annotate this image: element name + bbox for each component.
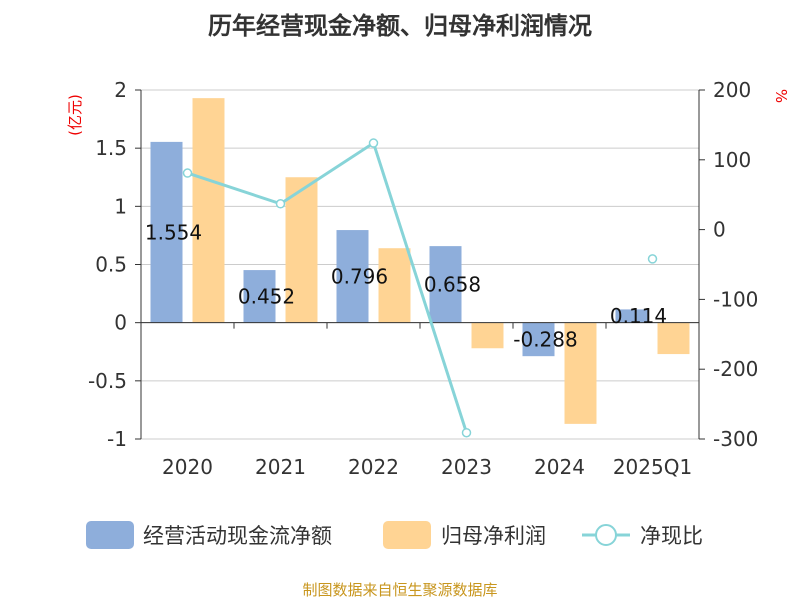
bar-profit-2022 [378,248,411,323]
legend-label-cashflow: 经营活动现金流净额 [143,524,332,548]
ratio-point-2022 [368,138,379,148]
data-label-cashflow: 0.452 [238,284,295,308]
x-tick-label: 2023 [441,455,492,479]
right-tick-label: 0 [713,218,726,242]
bar-cashflow-2023 [429,246,462,323]
ratio-point-2025Q1 [647,254,658,264]
data-label-cashflow: 0.796 [331,264,388,288]
right-tick-label: -300 [713,427,758,451]
data-label-cashflow: 0.114 [610,304,667,328]
bar-cashflow-2020 [150,141,183,323]
ratio-point-2021 [275,199,286,209]
left-tick-label: 2 [114,78,127,102]
left-tick-label: -1 [107,427,127,451]
bar-cashflow-2022 [336,230,369,323]
bar-profit-2020 [192,98,225,323]
bar-profit-2025Q1 [657,322,690,355]
legend: 经营活动现金流净额 归母净利润 净现比 [86,521,703,549]
x-tick-label: 2024 [534,455,585,479]
right-tick-label: -100 [713,287,758,311]
left-tick-label: 1.5 [95,136,127,160]
legend-label-ratio: 净现比 [640,524,703,548]
left-axis-unit: (亿元) [66,94,84,136]
right-axis-unit: % [772,89,790,103]
left-tick-label: -0.5 [88,369,127,393]
bar-cashflow-2021 [243,270,276,323]
bar-profit-2023 [471,322,504,349]
x-tick-label: 2022 [348,455,399,479]
data-label-cashflow: 0.658 [424,272,481,296]
x-tick-label: 2021 [255,455,306,479]
ratio-point-2023 [461,427,472,438]
right-tick-label: 200 [713,78,751,102]
right-tick-label: 100 [713,148,751,172]
legend-swatch-profit [383,521,431,549]
right-tick-label: -200 [713,357,758,381]
data-label-cashflow: -0.288 [513,327,577,351]
chart-title: 历年经营现金净额、归母净利润情况 [208,12,592,40]
left-tick-label: 1 [114,194,127,218]
bar-profit-2021 [285,177,318,323]
source-note: 制图数据来自恒生聚源数据库 [302,581,497,599]
legend-label-profit: 归母净利润 [441,524,546,548]
x-tick-label: 2025Q1 [613,455,692,479]
legend-marker-ratio [595,524,617,546]
ratio-point-2020 [182,168,193,178]
left-tick-label: 0.5 [95,253,127,277]
bar-cashflow-2024 [522,322,555,357]
ratio-line [187,140,468,434]
left-tick-label: 0 [114,311,127,335]
bar-profit-2024 [564,322,597,424]
bar-cashflow-2025Q1 [615,309,648,323]
legend-swatch-cashflow [86,521,134,549]
x-tick-label: 2020 [162,455,213,479]
data-label-cashflow: 1.554 [145,220,202,244]
